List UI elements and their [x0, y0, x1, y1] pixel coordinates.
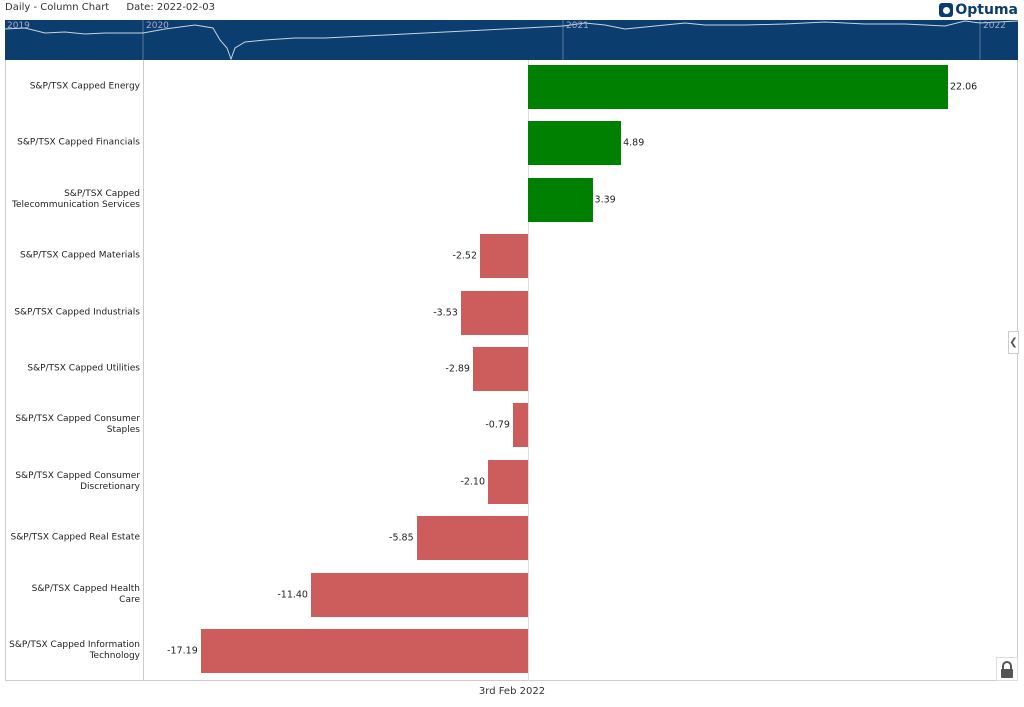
data-label: -5.85: [389, 532, 414, 544]
x-axis-label: 3rd Feb 2022: [478, 686, 546, 697]
bar[interactable]: [528, 177, 593, 222]
chart-type-label: Daily - Column Chart: [5, 2, 110, 13]
collapse-panel-button[interactable]: ❮: [1008, 331, 1019, 354]
label-divider: [143, 60, 144, 681]
bar[interactable]: [200, 629, 528, 673]
bar[interactable]: [310, 572, 528, 617]
category-label: S&P/TSX Capped Telecommunication Service…: [12, 188, 140, 210]
bar[interactable]: [488, 459, 528, 504]
chart-date-label: Date: 2022-02-03: [126, 2, 215, 13]
navigator-sparkline: [5, 20, 1018, 60]
category-label: S&P/TSX Capped Consumer Staples: [15, 414, 140, 436]
year-label: 2022: [983, 21, 1006, 31]
category-label: S&P/TSX Capped Industrials: [14, 307, 140, 318]
data-label: -17.19: [167, 645, 198, 657]
category-label: S&P/TSX Capped Health Care: [31, 583, 140, 605]
logo-text: Optuma: [955, 2, 1018, 18]
category-label: S&P/TSX Capped Information Technology: [9, 640, 140, 661]
optuma-logo: Optuma: [939, 2, 1018, 18]
plot-area: [5, 60, 1018, 681]
lock-icon: [1001, 661, 1013, 678]
logo-icon: [939, 3, 954, 17]
time-navigator[interactable]: 2019 2020 2021 2022: [5, 20, 1018, 60]
category-label: S&P/TSX Capped Utilities: [27, 363, 140, 374]
bar[interactable]: [472, 347, 528, 391]
chart-header: Daily - Column Chart Date: 2022-02-03: [5, 2, 229, 13]
bar[interactable]: [528, 121, 622, 166]
bar[interactable]: [416, 516, 528, 561]
data-label: -2.10: [460, 476, 486, 488]
bar[interactable]: [460, 290, 528, 335]
data-label: 3.39: [594, 194, 616, 206]
data-label: -2.89: [445, 363, 470, 375]
chevron-left-icon: ❮: [1009, 337, 1018, 348]
data-label: 22.06: [950, 81, 978, 93]
year-label: 2019: [7, 21, 30, 31]
category-label: S&P/TSX Capped Financials: [17, 137, 140, 148]
bar[interactable]: [480, 234, 528, 279]
category-label: S&P/TSX Capped Materials: [19, 250, 140, 261]
year-label: 2020: [146, 21, 169, 31]
data-label: -0.79: [485, 419, 510, 431]
zero-line: [528, 60, 529, 681]
bar[interactable]: [512, 403, 528, 448]
category-label: S&P/TSX Capped Real Estate: [10, 532, 140, 543]
data-label: -3.53: [433, 307, 458, 319]
bar[interactable]: [528, 65, 948, 109]
category-label: S&P/TSX Capped Energy: [29, 81, 140, 92]
data-label: 4.89: [623, 137, 645, 149]
year-label: 2021: [566, 21, 589, 31]
data-label: -2.52: [452, 250, 478, 262]
category-label: S&P/TSX Capped Consumer Discretionary: [15, 470, 140, 492]
lock-button[interactable]: [996, 657, 1018, 681]
data-label: -11.40: [277, 589, 308, 601]
